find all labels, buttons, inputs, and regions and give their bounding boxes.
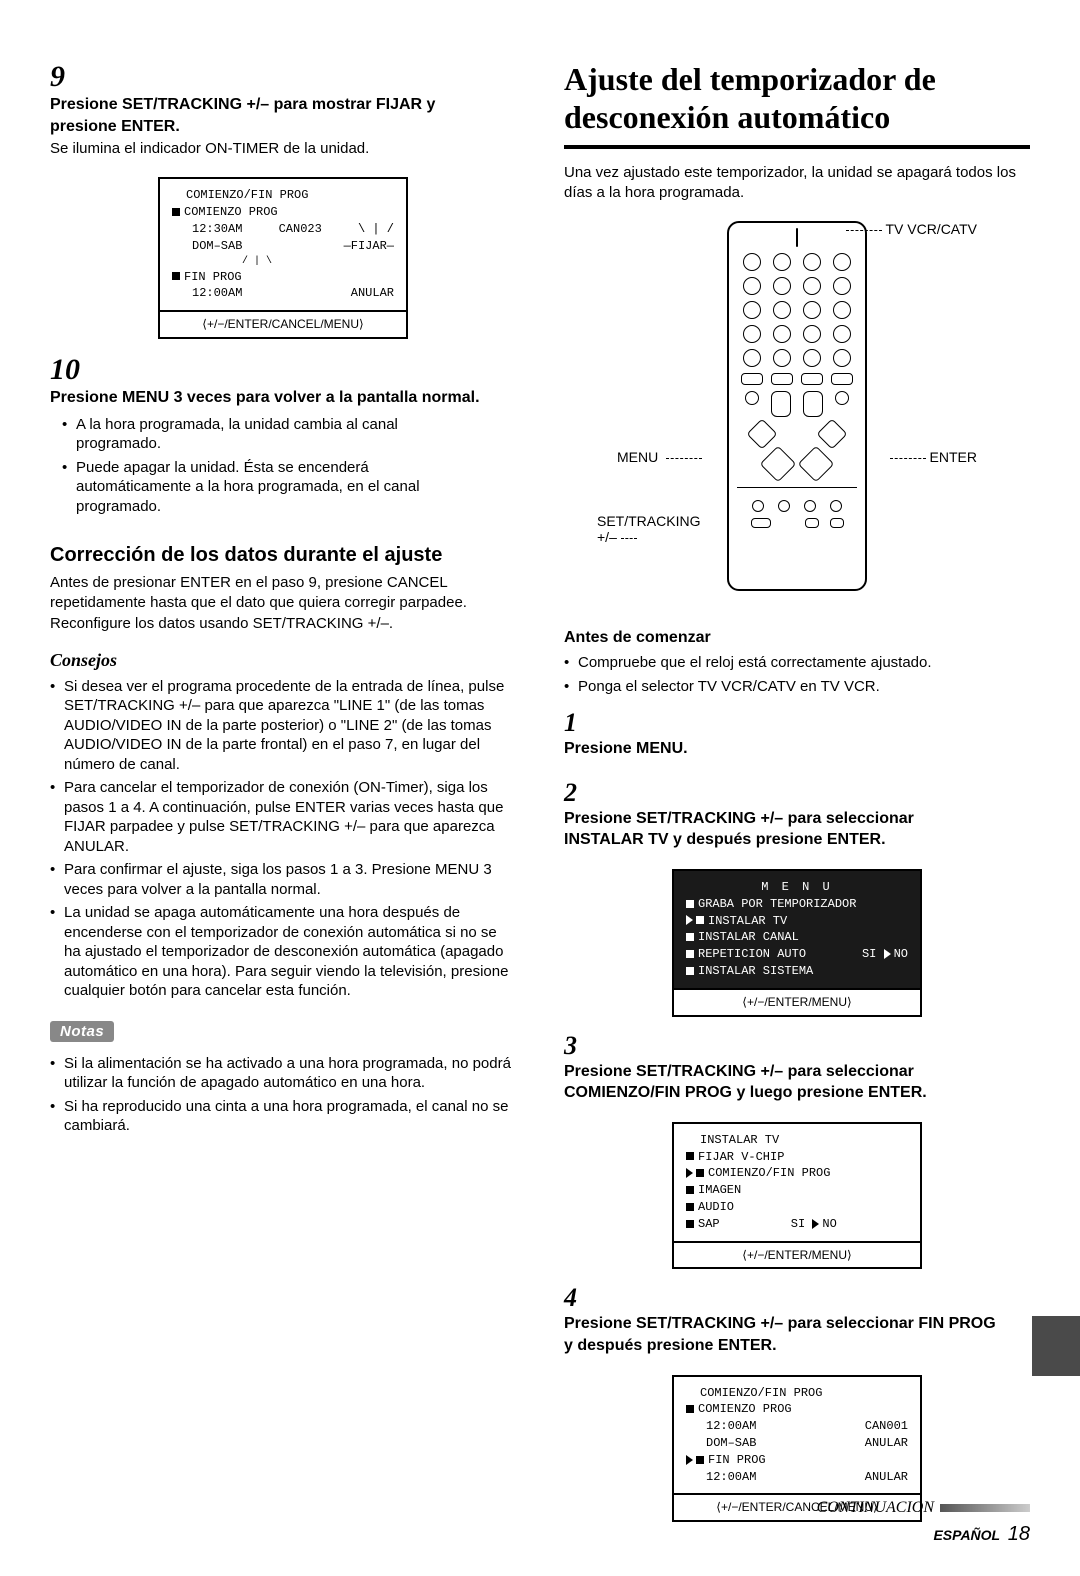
screen-line: FIN PROG [172, 269, 394, 286]
step-title: Presione SET/TRACKING +/– para seleccion… [564, 1061, 996, 1104]
bullet-item: A la hora programada, la unidad cambia a… [66, 415, 482, 454]
step-subtext: Se ilumina el indicador ON-TIMER de la u… [50, 139, 482, 159]
screen-line: INSTALAR CANAL [686, 929, 908, 946]
screen-line: COMIENZO/FIN PROG [172, 187, 394, 204]
screen-line: FIJAR V-CHIP [686, 1149, 908, 1166]
intro-paragraph: Una vez ajustado este temporizador, la u… [564, 163, 1030, 204]
step-number: 9 [50, 60, 80, 94]
antes-item: Compruebe que el reloj está correctament… [568, 653, 1030, 673]
notas-label: Notas [50, 1021, 114, 1042]
screen-line: AUDIO [686, 1199, 908, 1216]
screen-line: / | \ [172, 255, 394, 269]
remote-diagram: TV VCR/CATV MENU ENTER SET/TRACKING +/– [617, 221, 977, 611]
screen-footer: ⟨+/−/ENTER/CANCEL/MENU⟩ [160, 310, 406, 337]
screen-line: COMIENZO PROG [172, 204, 394, 221]
left-column: 9 Presione SET/TRACKING +/– para mostrar… [50, 60, 516, 1536]
screen-line: INSTALAR SISTEMA [686, 963, 908, 980]
screen-line: INSTALAR TV [686, 913, 908, 930]
nota-item: Si ha reproducido una cinta a una hora p… [54, 1097, 516, 1136]
bullet-item: Puede apagar la unidad. Ésta se encender… [66, 458, 482, 517]
antes-item: Ponga el selector TV VCR/CATV en TV VCR. [568, 677, 1030, 697]
consejo-item: Para cancelar el temporizador de conexió… [54, 778, 516, 856]
remote-label-enter: ENTER [890, 449, 977, 465]
step-number: 4 [564, 1283, 594, 1313]
screen-line: 12:00AMCAN001 [686, 1418, 908, 1435]
language-label: ESPAÑOL [933, 1527, 999, 1543]
step-number: 3 [564, 1031, 594, 1061]
remote-label-set: SET/TRACKING +/– [597, 497, 700, 545]
screen-line: DOM–SAB—FIJAR— [172, 238, 394, 255]
screen-line: FIN PROG [686, 1452, 908, 1469]
step-title: Presione SET/TRACKING +/– para seleccion… [564, 1313, 996, 1356]
paragraph: Antes de presionar ENTER en el paso 9, p… [50, 573, 516, 634]
subheading-correccion: Corrección de los datos durante el ajust… [50, 544, 516, 567]
step-9: 9 Presione SET/TRACKING +/– para mostrar… [50, 60, 516, 159]
step-number: 10 [50, 353, 80, 387]
screen-line: M E N U [686, 879, 908, 896]
page-footer: CONTINUACION ESPAÑOL 18 [817, 1499, 1030, 1546]
page-number: 18 [1008, 1523, 1030, 1545]
remote-label-tv: TV VCR/CATV [846, 221, 977, 237]
consejo-item: La unidad se apaga automáticamente una h… [54, 903, 516, 1001]
screen-line: 12:00AMANULAR [686, 1469, 908, 1486]
screen-line: 12:30AMCAN023\ | / [172, 221, 394, 238]
screen-box-step3: INSTALAR TV FIJAR V-CHIP COMIENZO/FIN PR… [672, 1122, 922, 1270]
step-title: Presione MENU. [564, 738, 996, 760]
screen-line: SAP SI NO [686, 1216, 908, 1233]
main-heading: Ajuste del temporizador de desconexión a… [564, 60, 1030, 149]
screen-footer: ⟨+/−/ENTER/MENU⟩ [674, 1241, 920, 1268]
screen-footer: ⟨+/−/ENTER/MENU⟩ [674, 988, 920, 1015]
side-ink-patch [1032, 1316, 1080, 1376]
screen-box-step2: M E N U GRABA POR TEMPORIZADOR INSTALAR … [672, 869, 922, 1017]
screen-line: IMAGEN [686, 1182, 908, 1199]
step-number: 1 [564, 708, 594, 738]
remote-label-menu: MENU [617, 449, 702, 465]
step-title: Presione SET/TRACKING +/– para mostrar F… [50, 94, 482, 137]
step-10: 10 Presione MENU 3 veces para volver a l… [50, 353, 516, 520]
consejo-item: Para confirmar el ajuste, siga los pasos… [54, 860, 516, 899]
screen-line: GRABA POR TEMPORIZADOR [686, 896, 908, 913]
step-title: Presione SET/TRACKING +/– para seleccion… [564, 808, 996, 851]
screen-box-step9: COMIENZO/FIN PROG COMIENZO PROG 12:30AMC… [158, 177, 408, 339]
screen-line: DOM–SABANULAR [686, 1435, 908, 1452]
screen-line: REPETICION AUTOSI NO [686, 946, 908, 963]
consejos-label: Consejos [50, 650, 516, 671]
screen-line: INSTALAR TV [686, 1132, 908, 1149]
screen-line: COMIENZO/FIN PROG [686, 1165, 908, 1182]
step-title: Presione MENU 3 veces para volver a la p… [50, 387, 482, 409]
step-number: 2 [564, 778, 594, 808]
antes-heading: Antes de comenzar [564, 629, 1030, 647]
continuation-label: CONTINUACION [817, 1499, 934, 1517]
consejo-item: Si desea ver el programa procedente de l… [54, 677, 516, 775]
nota-item: Si la alimentación se ha activado a una … [54, 1054, 516, 1093]
screen-line: COMIENZO PROG [686, 1401, 908, 1418]
right-column: Ajuste del temporizador de desconexión a… [564, 60, 1030, 1536]
screen-line: 12:00AMANULAR [172, 285, 394, 302]
screen-line: COMIENZO/FIN PROG [686, 1385, 908, 1402]
